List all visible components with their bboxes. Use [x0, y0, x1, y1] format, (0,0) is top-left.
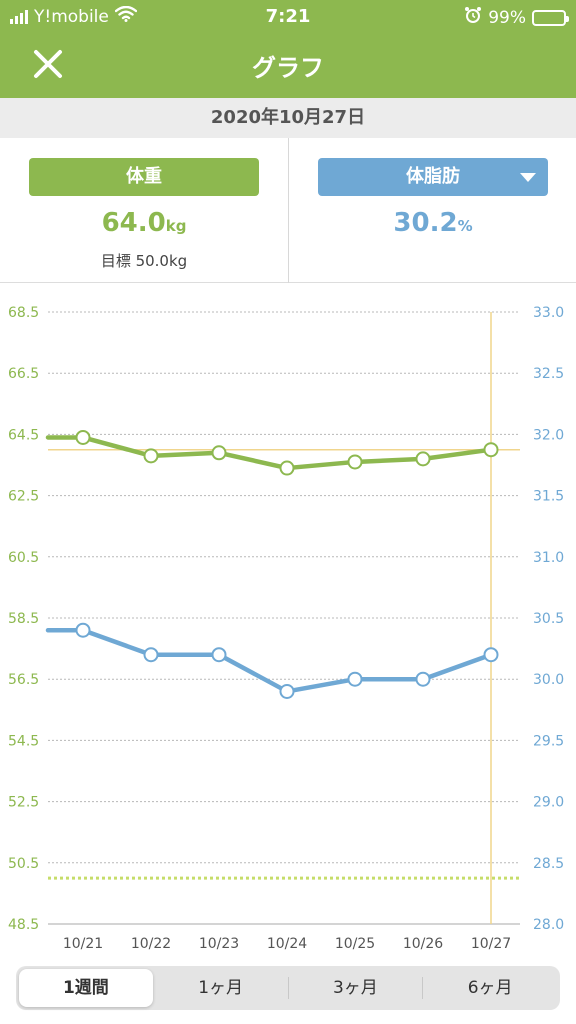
- data-point: [143, 647, 159, 663]
- data-point: [347, 671, 363, 687]
- segment-divider: [422, 977, 424, 999]
- status-bar: Y!mobile 7:21 99%: [0, 0, 576, 34]
- y-right-tick-label: 31.0: [533, 550, 564, 566]
- metrics-panel: 体重 64.0kg 目標 50.0kg 体脂肪 30.2%: [0, 138, 576, 283]
- header-bar: Y!mobile 7:21 99%: [0, 0, 576, 98]
- x-tick-label: 10/24: [267, 936, 307, 952]
- alarm-icon: [464, 6, 482, 29]
- period-selector: 1週間 1ヶ月 3ヶ月 6ヶ月: [16, 966, 560, 1010]
- y-left-tick-label: 52.5: [8, 795, 39, 811]
- y-left-tick-label: 56.5: [8, 672, 39, 688]
- y-right-tick-label: 29.0: [533, 795, 564, 811]
- y-left-tick-label: 48.5: [8, 917, 39, 933]
- y-right-tick-label: 32.5: [533, 366, 564, 382]
- weight-goal: 目標 50.0kg: [100, 252, 188, 270]
- x-tick-label: 10/22: [131, 936, 171, 952]
- y-right-tick-label: 30.0: [533, 672, 564, 688]
- signal-icon: [10, 9, 28, 24]
- x-tick-label: 10/21: [63, 936, 103, 952]
- chart-svg: 68.5 33.0 66.5 32.5 64.5 32.0 62.5 31.5 60.5 31.0…: [8, 305, 564, 952]
- body-fat-unit: %: [457, 217, 473, 235]
- close-icon: [34, 50, 62, 78]
- period-tab[interactable]: 6ヶ月: [467, 978, 513, 998]
- battery-icon: [532, 9, 569, 26]
- weight-metric: 体重 64.0kg 目標 50.0kg: [0, 138, 288, 283]
- period-tab[interactable]: 1ヶ月: [198, 978, 244, 998]
- data-point: [483, 647, 499, 663]
- body-fat-number: 30.2: [393, 208, 458, 238]
- weight-fat-chart[interactable]: 68.5 33.0 66.5 32.5 64.5 32.0 62.5 31.5 60.5 31.0…: [0, 300, 576, 960]
- data-point: [347, 454, 363, 470]
- battery-percent: 99%: [488, 7, 526, 28]
- y-right-tick-label: 30.5: [533, 611, 564, 627]
- period-tab[interactable]: 3ヶ月: [332, 978, 378, 998]
- date-label: 2020年10月27日: [0, 98, 576, 138]
- y-left-tick-label: 66.5: [8, 366, 39, 382]
- data-point: [75, 622, 91, 638]
- y-right-tick-label: 28.0: [533, 917, 564, 933]
- y-left-tick-label: 54.5: [8, 733, 39, 749]
- body-fat-dropdown[interactable]: 体脂肪: [318, 158, 548, 196]
- y-right-tick-label: 33.0: [533, 305, 564, 321]
- series-line: [45, 627, 494, 694]
- page-title: グラフ: [252, 54, 324, 82]
- y-left-tick-label: 64.5: [8, 427, 39, 443]
- y-right-tick-label: 31.5: [533, 489, 564, 505]
- period-tab[interactable]: 1週間: [19, 969, 153, 1007]
- status-time: 7:21: [265, 6, 311, 27]
- carrier-name: Y!mobile: [34, 6, 109, 27]
- chevron-down-icon: [520, 173, 536, 182]
- weight-number: 64.0: [101, 208, 166, 238]
- series-line: [45, 435, 494, 471]
- y-left-tick-label: 60.5: [8, 550, 39, 566]
- segment-divider: [287, 977, 289, 999]
- y-right-tick-label: 32.0: [533, 427, 564, 443]
- y-right-tick-label: 29.5: [533, 733, 564, 749]
- y-left-tick-label: 68.5: [8, 305, 39, 321]
- body-fat-value: 30.2%: [289, 208, 576, 238]
- wifi-icon: [114, 5, 138, 27]
- x-tick-label: 10/27: [471, 936, 511, 952]
- data-point: [143, 448, 159, 464]
- close-button[interactable]: [30, 46, 66, 82]
- x-tick-label: 10/25: [335, 936, 375, 952]
- data-point: [75, 429, 91, 445]
- data-point: [211, 445, 227, 461]
- y-left-tick-label: 50.5: [8, 856, 39, 872]
- weight-value: 64.0kg: [0, 208, 288, 238]
- y-right-tick-label: 28.5: [533, 856, 564, 872]
- data-point: [279, 460, 295, 476]
- y-left-tick-label: 58.5: [8, 611, 39, 627]
- data-point: [211, 647, 227, 663]
- weight-unit: kg: [165, 217, 187, 235]
- weight-label: 体重: [29, 158, 259, 196]
- data-point: [279, 683, 295, 699]
- body-fat-metric: 体脂肪 30.2%: [288, 138, 576, 283]
- data-point: [483, 442, 499, 458]
- x-tick-label: 10/23: [199, 936, 239, 952]
- data-point: [415, 451, 431, 467]
- x-tick-label: 10/26: [403, 936, 443, 952]
- data-point: [415, 671, 431, 687]
- y-left-tick-label: 62.5: [8, 489, 39, 505]
- body-fat-label: 体脂肪: [406, 166, 460, 187]
